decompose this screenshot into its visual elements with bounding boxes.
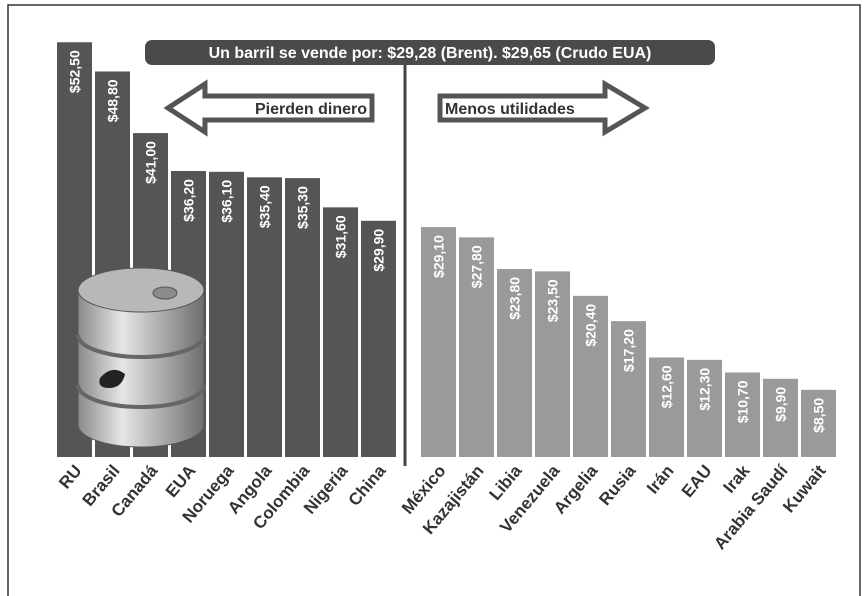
page: Un barril se vende por: $29,28 (Brent). … bbox=[0, 0, 868, 596]
value-label: $23,50 bbox=[545, 279, 561, 322]
value-label: $8,50 bbox=[811, 398, 827, 433]
value-label: $17,20 bbox=[621, 329, 637, 372]
value-label: $35,30 bbox=[295, 186, 311, 229]
annotation: Menos utilidades bbox=[445, 101, 575, 118]
chart: Un barril se vende por: $29,28 (Brent). … bbox=[0, 0, 868, 596]
value-label: $12,60 bbox=[659, 365, 675, 408]
annotation: Pierden dinero bbox=[255, 101, 367, 118]
value-label: $29,10 bbox=[431, 235, 447, 278]
value-label: $27,80 bbox=[469, 245, 485, 288]
value-label: $52,50 bbox=[67, 50, 83, 93]
value-label: $36,10 bbox=[219, 180, 235, 223]
value-label: $10,70 bbox=[735, 380, 751, 423]
chart-title: Un barril se vende por: $29,28 (Brent). … bbox=[209, 45, 652, 62]
value-label: $48,80 bbox=[105, 79, 121, 122]
value-label: $9,90 bbox=[773, 387, 789, 422]
barrel-illustration bbox=[78, 268, 204, 447]
value-label: $36,20 bbox=[181, 179, 197, 222]
value-label: $31,60 bbox=[333, 215, 349, 258]
value-label: $41,00 bbox=[143, 141, 159, 184]
value-label: $29,90 bbox=[371, 229, 387, 272]
value-label: $12,30 bbox=[697, 368, 713, 411]
value-label: $20,40 bbox=[583, 304, 599, 347]
value-label: $35,40 bbox=[257, 185, 273, 228]
value-label: $23,80 bbox=[507, 277, 523, 320]
